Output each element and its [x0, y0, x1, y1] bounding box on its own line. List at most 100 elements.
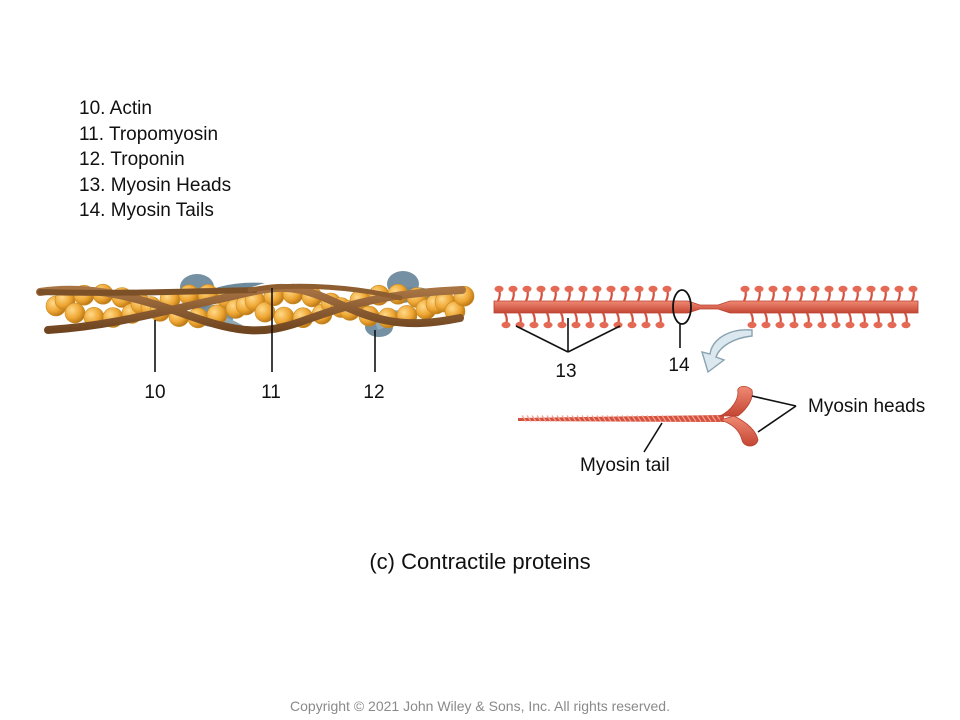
legend-item-myosin-heads: 13. Myosin Heads	[79, 174, 232, 196]
myosin-head	[908, 285, 918, 293]
helix-stripe	[566, 415, 572, 422]
myosin-head	[831, 321, 841, 329]
label-myosin-tail: Myosin tail	[580, 455, 670, 476]
copyright-notice: Copyright © 2021 John Wiley & Sons, Inc.…	[290, 698, 670, 714]
myosin-heads-left	[494, 285, 672, 329]
actin-monomer	[64, 302, 86, 324]
myosin-head	[775, 321, 785, 329]
helix-stripe	[636, 415, 642, 422]
thin-filament	[36, 271, 475, 337]
myosin-head	[494, 285, 504, 293]
helix-stripe	[671, 415, 677, 422]
myosin-heads-right	[740, 285, 918, 329]
myosin-head	[522, 285, 532, 293]
myosin-head-lower	[718, 415, 759, 447]
helix-stripe	[706, 415, 712, 422]
helix-stripe	[576, 415, 582, 422]
myosin-head	[887, 321, 897, 329]
label-troponin: 12	[363, 382, 384, 403]
helix-stripe	[606, 415, 612, 422]
myosin-head	[662, 285, 672, 293]
helix-stripe	[666, 415, 672, 422]
legend-list: 10. Actin 11. Tropomyosin 12. Troponin 1…	[79, 96, 231, 224]
myosin-head	[550, 285, 560, 293]
myosin-head-upper	[719, 386, 753, 417]
helix-stripe	[556, 415, 562, 422]
helix-stripe	[661, 415, 667, 422]
myosin-head	[845, 321, 855, 329]
myosin-head	[824, 285, 834, 293]
helix-stripe	[681, 415, 687, 422]
label-myosin-tails-number: 14	[668, 355, 690, 376]
tropomyosin-strands	[36, 283, 466, 335]
helix-stripe	[646, 415, 652, 422]
curved-arrow-icon	[700, 329, 753, 374]
myosin-head	[648, 285, 658, 293]
helix-stripe	[691, 415, 697, 422]
helix-stripe	[596, 415, 602, 422]
helix-stripe	[591, 415, 597, 422]
myosin-tail-marker	[672, 289, 692, 325]
myosin-head	[585, 321, 595, 329]
myosin-head	[557, 321, 567, 329]
thin-filament-leaders	[154, 288, 376, 372]
helix-stripe	[686, 415, 692, 422]
myosin-head	[873, 321, 883, 329]
helix-stripe	[701, 415, 707, 422]
myosin-head	[634, 285, 644, 293]
myosin-head	[817, 321, 827, 329]
myosin-head	[592, 285, 602, 293]
legend-item-actin: 10. Actin	[79, 98, 152, 119]
myosin-head	[838, 285, 848, 293]
helix-stripe	[621, 415, 627, 422]
myosin-head	[782, 285, 792, 293]
helix-stripe	[541, 415, 547, 422]
myosin-head	[866, 285, 876, 293]
helix-stripe	[616, 415, 622, 422]
myosin-head	[508, 285, 518, 293]
myosin-head	[627, 321, 637, 329]
helix-stripe	[651, 415, 657, 422]
myosin-tail-helix	[521, 415, 722, 422]
myosin-head	[599, 321, 609, 329]
helix-stripe	[641, 415, 647, 422]
helix-stripe	[696, 415, 702, 422]
helix-stripe	[656, 415, 662, 422]
helix-stripe	[561, 415, 567, 422]
myosin-head	[789, 321, 799, 329]
helix-stripe	[626, 415, 632, 422]
helix-stripe	[586, 415, 592, 422]
myosin-head	[768, 285, 778, 293]
myosin-head	[747, 321, 757, 329]
myosin-head	[859, 321, 869, 329]
helix-stripe	[551, 415, 557, 422]
myosin-head	[543, 321, 553, 329]
label-myosin-heads: Myosin heads	[808, 396, 925, 417]
myosin-head	[761, 321, 771, 329]
myosin-head	[620, 285, 630, 293]
myosin-head	[501, 321, 511, 329]
legend-item-tropomyosin: 11. Tropomyosin	[79, 123, 219, 145]
myosin-head	[894, 285, 904, 293]
myosin-head	[564, 285, 574, 293]
figure-caption: (c) Contractile proteins	[369, 549, 591, 574]
label-myosin-heads-number: 13	[555, 361, 576, 382]
thick-filament-leaders	[515, 318, 681, 353]
helix-stripe	[531, 415, 537, 422]
myosin-molecule-leaders	[643, 395, 797, 453]
myosin-head	[754, 285, 764, 293]
myosin-head	[571, 321, 581, 329]
myosin-head	[901, 321, 911, 329]
label-actin: 10	[144, 382, 165, 403]
myosin-head	[796, 285, 806, 293]
helix-stripe	[676, 415, 682, 422]
legend-item-myosin-tails: 14. Myosin Tails	[79, 200, 214, 222]
myosin-head	[529, 321, 539, 329]
thick-filament	[493, 285, 919, 329]
label-tropomyosin: 11	[261, 382, 281, 403]
myosin-head	[578, 285, 588, 293]
myosin-head	[880, 285, 890, 293]
helix-stripe	[711, 415, 717, 422]
myosin-head	[641, 321, 651, 329]
